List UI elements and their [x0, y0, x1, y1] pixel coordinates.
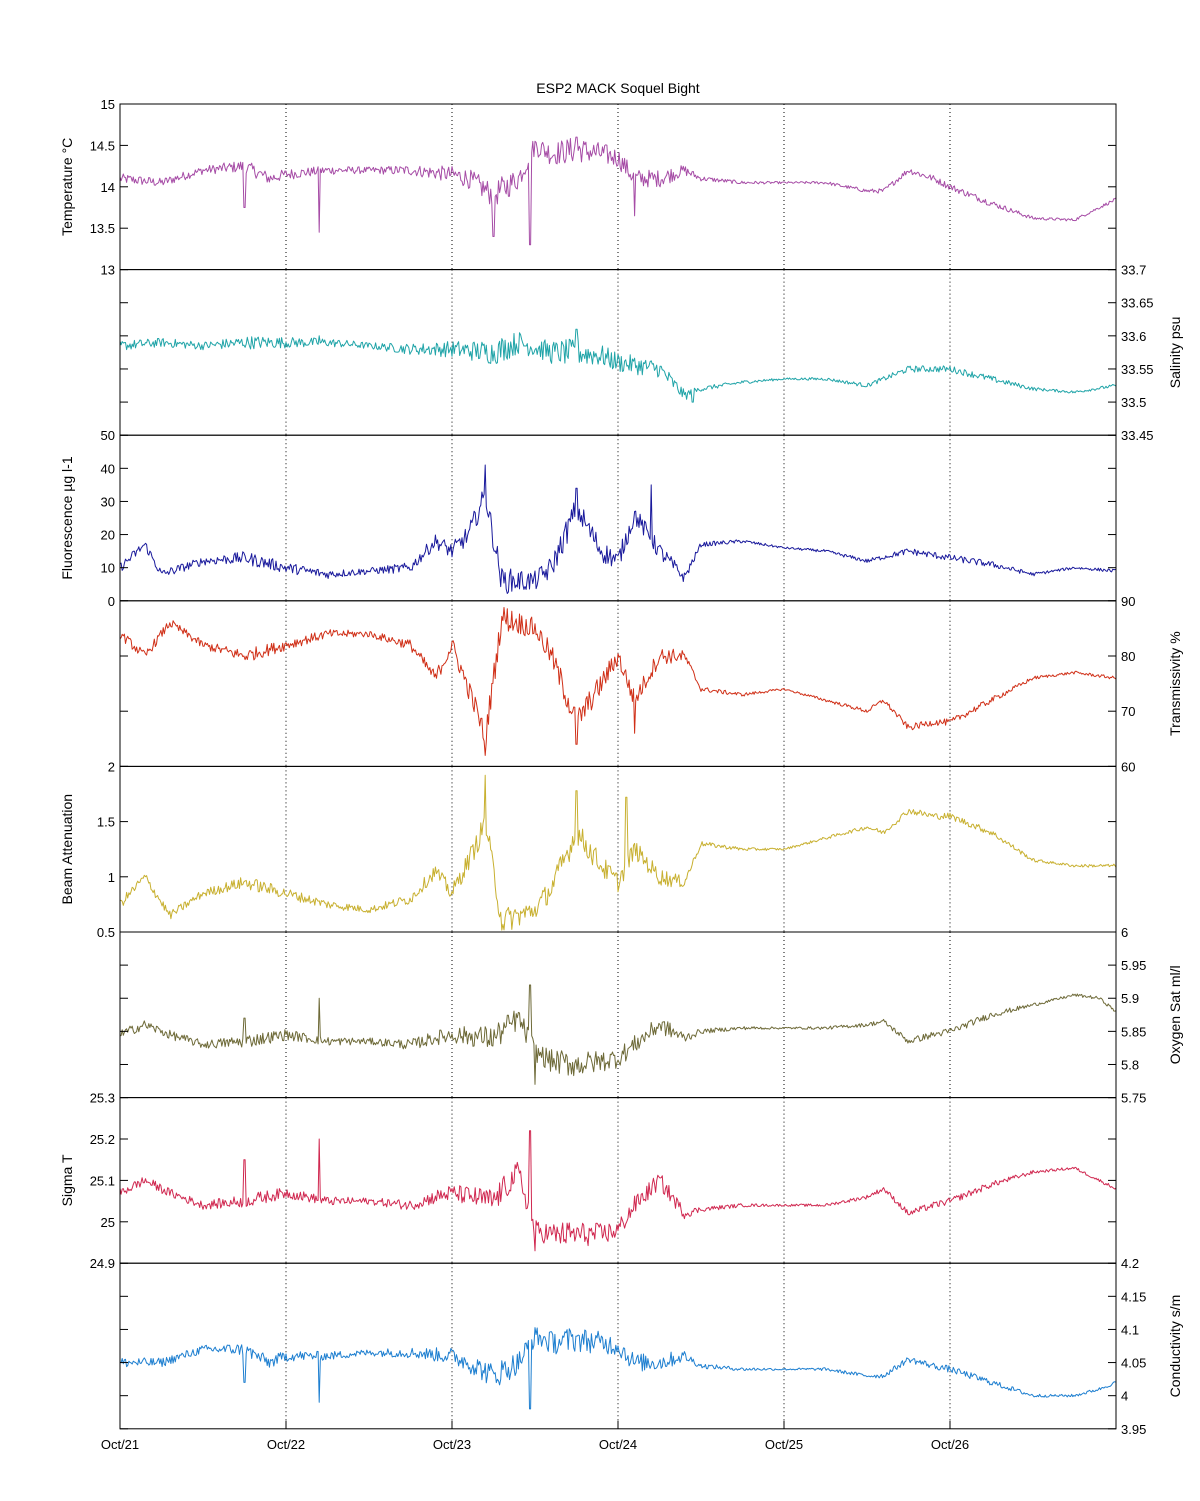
y-tick-label: 30: [101, 494, 115, 509]
y-tick-label: 13.5: [90, 221, 115, 236]
series-line-5: [120, 774, 1117, 931]
y-axis-label: Oxygen Sat ml/l: [1167, 965, 1183, 1064]
y-tick-label: 40: [101, 461, 115, 476]
y-tick-label: 33.65: [1121, 296, 1154, 311]
y-tick-label: 13: [101, 263, 115, 278]
y-axis-label: Sigma T: [59, 1154, 75, 1206]
y-tick-label: 4: [1121, 1389, 1128, 1404]
panel-2: 33.45 33.5 33.55 33.6 33.65 33.7 Salinity psu: [119, 263, 1183, 443]
y-tick-label: 4.15: [1121, 1289, 1146, 1304]
x-tick-label: Oct/24: [599, 1437, 637, 1452]
y-tick-label: 80: [1121, 649, 1135, 664]
y-axis-label: Beam Attenuation: [59, 794, 75, 905]
x-tick-label: Oct/22: [267, 1437, 305, 1452]
y-tick-label: 3.95: [1121, 1422, 1146, 1437]
x-tick-label: Oct/25: [765, 1437, 803, 1452]
y-tick-label: 33.45: [1121, 428, 1154, 443]
panel-7: 24.9 25 25.1 25.2 25.3 Sigma T: [59, 1091, 1117, 1271]
y-tick-label: 25.3: [90, 1091, 115, 1106]
y-tick-label: 90: [1121, 594, 1135, 609]
y-axis-label: Fluorescence µg l-1: [59, 456, 75, 579]
y-tick-label: 20: [101, 528, 115, 543]
y-axis-label: Temperature °C: [59, 138, 75, 236]
y-tick-label: 14.5: [90, 138, 115, 153]
y-tick-label: 4.1: [1121, 1322, 1139, 1337]
y-tick-label: 14: [101, 180, 115, 195]
series-line-4: [119, 607, 1117, 756]
chart-title: ESP2 MACK Soquel Bight: [536, 80, 700, 96]
y-axis-label: Salinity psu: [1167, 317, 1183, 389]
y-tick-label: 1.5: [97, 815, 115, 830]
y-tick-label: 33.5: [1121, 395, 1146, 410]
y-tick-label: 5.75: [1121, 1091, 1146, 1106]
y-tick-label: 0.5: [97, 925, 115, 940]
y-tick-label: 24.9: [90, 1256, 115, 1271]
y-tick-label: 25.2: [90, 1132, 115, 1147]
y-tick-label: 33.6: [1121, 329, 1146, 344]
x-tick-label: Oct/23: [433, 1437, 471, 1452]
y-tick-label: 5.85: [1121, 1024, 1146, 1039]
panel-6: 5.75 5.8 5.85 5.9 5.95 6 Oxygen Sat ml/l: [119, 925, 1183, 1106]
y-tick-label: 1: [108, 870, 115, 885]
y-tick-label: 70: [1121, 704, 1135, 719]
y-tick-label: 25: [101, 1215, 115, 1230]
series-line-7: [119, 1130, 1117, 1252]
series-line-1: [119, 136, 1117, 246]
y-tick-label: 10: [101, 561, 115, 576]
y-tick-label: 33.7: [1121, 263, 1146, 278]
y-tick-label: 4.05: [1121, 1356, 1146, 1371]
y-tick-label: 4.2: [1121, 1256, 1139, 1271]
series-line-6: [119, 984, 1117, 1085]
y-tick-label: 33.55: [1121, 362, 1154, 377]
series-line-8: [119, 1327, 1117, 1410]
y-tick-label: 5.9: [1121, 991, 1139, 1006]
y-tick-label: 6: [1121, 925, 1128, 940]
x-tick-label: Oct/21: [101, 1437, 139, 1452]
y-tick-label: 5.95: [1121, 958, 1146, 973]
y-tick-label: 25.1: [90, 1173, 115, 1188]
y-tick-label: 0: [108, 594, 115, 609]
x-axis: Oct/21 Oct/22 Oct/23 Oct/24 Oct/25 Oct/26: [101, 1420, 969, 1452]
y-tick-label: 50: [101, 428, 115, 443]
series-line-3: [119, 464, 1117, 594]
y-axis-label: Conductivity s/m: [1167, 1295, 1183, 1398]
y-tick-label: 15: [101, 97, 115, 112]
x-tick-label: Oct/26: [931, 1437, 969, 1452]
y-axis-label: Transmissivity %: [1167, 631, 1183, 736]
series-line-2: [119, 328, 1117, 403]
y-tick-label: 60: [1121, 759, 1135, 774]
y-tick-label: 5.8: [1121, 1057, 1139, 1072]
y-tick-label: 2: [108, 759, 115, 774]
